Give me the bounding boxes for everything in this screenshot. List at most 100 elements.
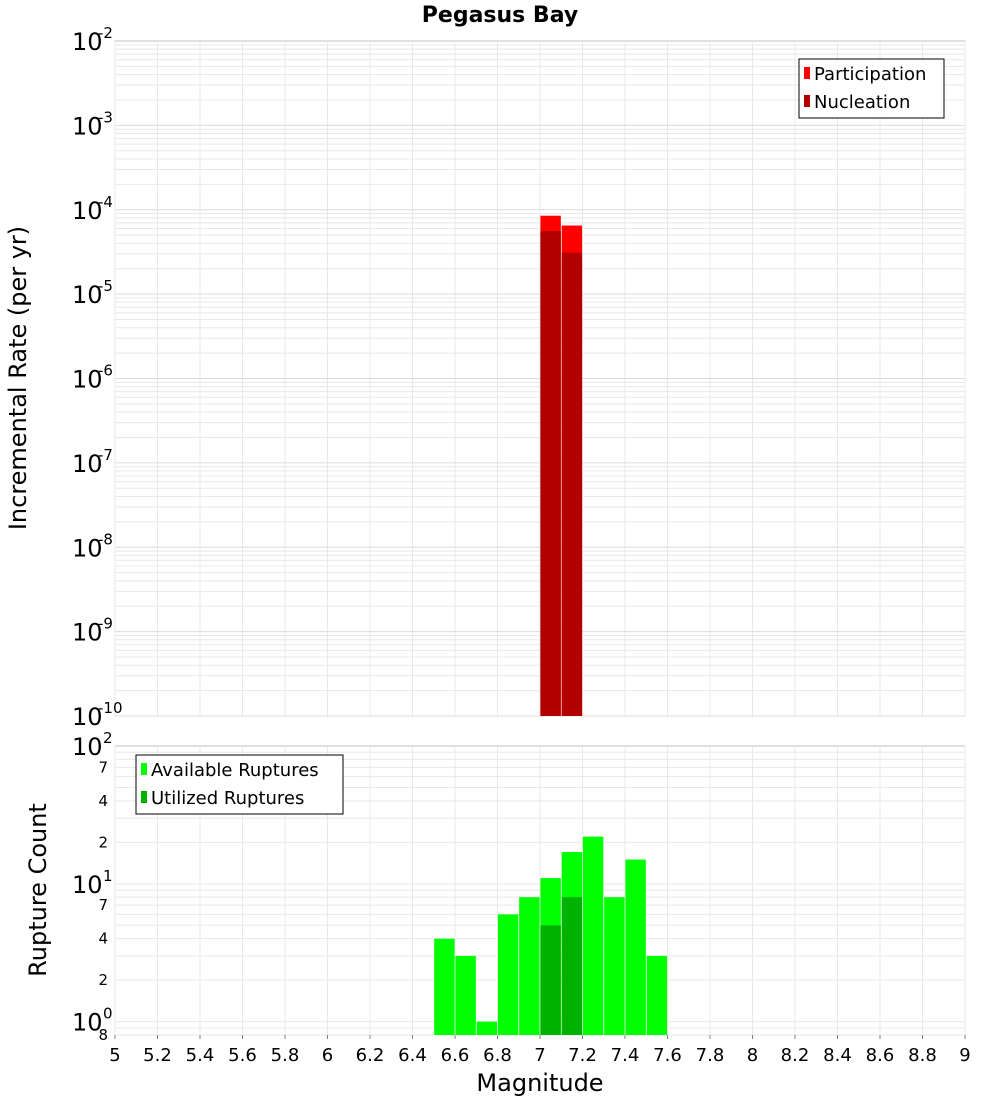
x-tick-label: 5.2	[143, 1045, 172, 1066]
top-y-tick-exp: -3	[98, 108, 113, 126]
bottom-y-tick-base: 10	[72, 733, 103, 761]
top-y-tick: 10-7	[72, 446, 113, 478]
bar-available-ruptures	[434, 938, 455, 1035]
x-tick-label: 6.6	[441, 1045, 470, 1066]
bar-utilized-ruptures	[561, 897, 583, 1035]
top-y-tick-base: 10	[72, 534, 103, 562]
bar-utilized-ruptures	[540, 925, 561, 1035]
top-legend-box	[798, 58, 945, 119]
top-y-tick-base: 10	[72, 366, 103, 394]
legend-swatch-participation	[804, 67, 810, 79]
bar-available-ruptures	[497, 914, 519, 1035]
bottom-bars	[434, 836, 668, 1035]
x-tick-label: 5.6	[228, 1045, 257, 1066]
top-y-tick-base: 10	[72, 112, 103, 140]
top-y-tick-exp: -5	[98, 277, 113, 295]
top-y-tick: 10-6	[72, 362, 113, 394]
x-axis-label: Magnitude	[476, 1069, 603, 1097]
x-tick-label: 8.2	[781, 1045, 810, 1066]
top-y-tick-base: 10	[72, 703, 103, 731]
top-plot-panel: 10-210-310-410-510-610-710-810-910-10 Pa…	[4, 24, 966, 731]
top-y-tick-exp: -2	[98, 24, 113, 42]
x-tick-label: 5.4	[186, 1045, 215, 1066]
top-y-tick: 10-5	[72, 277, 113, 309]
bar-available-ruptures	[625, 859, 646, 1035]
top-y-tick-base: 10	[72, 450, 103, 478]
bottom-y-tick-base: 10	[72, 871, 103, 899]
bottom-y-tick: 10 0	[72, 1005, 113, 1037]
x-tick-label: 7.2	[568, 1045, 597, 1066]
x-ticks: 5 5.2 5.4 5.6 5.8 6 6.2 6.4 6.6 6.8 7 7.2 7.4 7.6 7.8 8…	[109, 1035, 971, 1066]
bottom-legend: Available Ruptures Utilized Ruptures	[135, 754, 344, 815]
x-tick-label: 7	[534, 1045, 545, 1066]
bar-nucleation	[561, 252, 583, 716]
bottom-y-tick-exp: 2	[103, 729, 113, 747]
top-y-tick: 10-10	[72, 699, 123, 731]
top-y-tick-base: 10	[72, 197, 103, 225]
top-y-ticks: 10-210-310-410-510-610-710-810-910-10	[72, 24, 123, 731]
x-tick-label: 9	[959, 1045, 970, 1066]
x-tick-label: 8.4	[823, 1045, 852, 1066]
bar-available-ruptures	[476, 1021, 498, 1035]
x-tick-label: 5.8	[271, 1045, 300, 1066]
bottom-y-minor-tick: 7	[98, 896, 108, 914]
bottom-y-minor-tick: 4	[98, 792, 108, 810]
bottom-y-tick: 10 1	[72, 867, 113, 899]
top-y-tick: 10-4	[72, 193, 113, 225]
top-y-tick-base: 10	[72, 619, 103, 647]
legend-label-nucleation: Nucleation	[814, 92, 910, 113]
bottom-legend-box	[135, 754, 344, 815]
bar-available-ruptures	[646, 955, 668, 1035]
top-bars	[540, 215, 583, 717]
x-tick-label: 6	[322, 1045, 333, 1066]
top-y-tick-exp: -9	[98, 615, 113, 633]
bottom-y-tick: 10 2	[72, 729, 113, 761]
legend-swatch-available	[141, 763, 147, 775]
top-y-tick-exp: -10	[98, 699, 123, 717]
bar-available-ruptures	[455, 955, 476, 1035]
top-y-tick: 10-2	[72, 24, 113, 56]
top-y-tick: 10-8	[72, 530, 113, 562]
top-y-tick-exp: -4	[98, 193, 113, 211]
x-tick-label: 7.6	[653, 1045, 682, 1066]
bottom-y-minor-tick: 4	[98, 930, 108, 948]
top-grid	[114, 41, 966, 717]
x-tick-label: 6.2	[356, 1045, 385, 1066]
legend-label-utilized: Utilized Ruptures	[151, 788, 304, 809]
top-y-tick-base: 10	[72, 281, 103, 309]
bar-available-ruptures	[582, 836, 604, 1035]
chart-title: Pegasus Bay	[422, 3, 578, 28]
bottom-y-tick-exp: 1	[103, 867, 113, 885]
x-tick-label: 8	[747, 1045, 758, 1066]
bar-nucleation	[540, 230, 561, 716]
top-y-tick-base: 10	[72, 28, 103, 56]
bottom-y-tick-exp: 0	[103, 1005, 113, 1023]
top-y-tick: 10-9	[72, 615, 113, 647]
bar-available-ruptures	[604, 897, 625, 1035]
x-tick-label: 7.8	[696, 1045, 725, 1066]
x-tick-label: 8.8	[908, 1045, 937, 1066]
top-y-tick-exp: -7	[98, 446, 113, 464]
bottom-y-minor-tick: 7	[98, 758, 108, 776]
top-legend: Participation Nucleation	[798, 58, 945, 119]
bar-available-ruptures	[519, 897, 540, 1035]
x-tick-label: 6.4	[398, 1045, 427, 1066]
bottom-y-axis-label: Rupture Count	[24, 803, 52, 977]
legend-label-available: Available Ruptures	[151, 760, 319, 781]
bottom-y-minor-tick: 8	[98, 1026, 108, 1044]
x-tick-label: 6.8	[483, 1045, 512, 1066]
bottom-y-minor-tick: 2	[98, 971, 108, 989]
top-y-tick-exp: -8	[98, 530, 113, 548]
x-tick-label: 7.4	[611, 1045, 640, 1066]
x-tick-label: 8.6	[866, 1045, 895, 1066]
bottom-y-tick-base: 10	[72, 1009, 103, 1037]
legend-label-participation: Participation	[814, 64, 926, 85]
top-y-tick-exp: -6	[98, 362, 113, 380]
top-y-axis-label: Incremental Rate (per yr)	[4, 226, 32, 530]
legend-swatch-utilized	[141, 791, 147, 803]
x-tick-label: 5	[109, 1045, 120, 1066]
legend-swatch-nucleation	[804, 95, 810, 107]
